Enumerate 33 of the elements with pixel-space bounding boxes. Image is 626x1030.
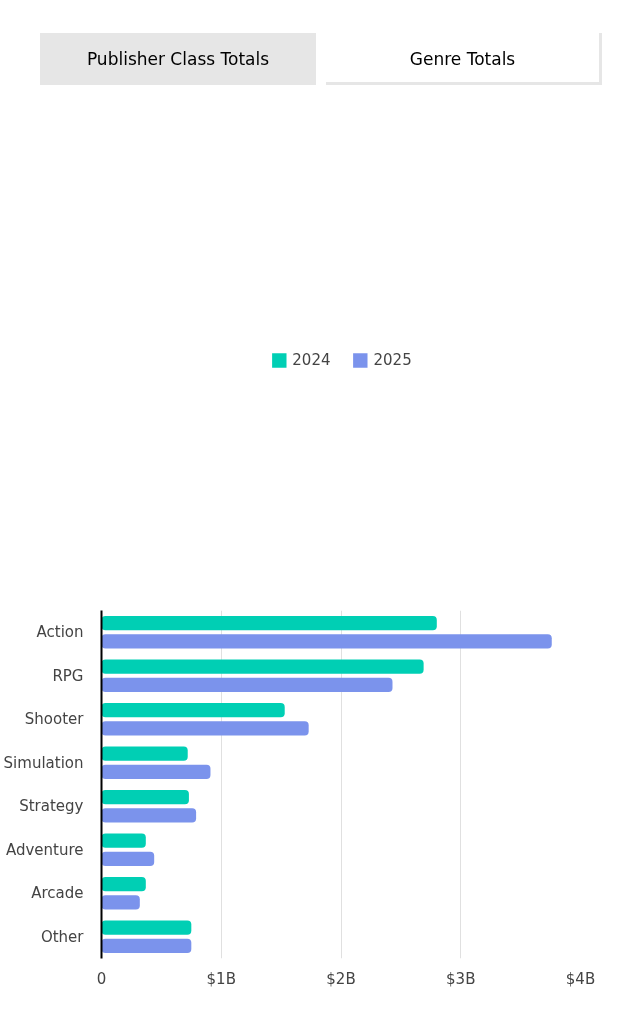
bar — [101, 702, 285, 718]
bar — [101, 615, 437, 631]
y-tick-label: Other — [40, 927, 85, 946]
bar — [101, 721, 309, 736]
bar — [101, 833, 146, 848]
bar — [101, 851, 155, 867]
x-tick-label: $4B — [565, 969, 596, 988]
bar — [101, 659, 424, 674]
bar — [101, 677, 393, 693]
bar — [101, 634, 552, 649]
x-tick-label: 0 — [96, 969, 107, 988]
y-tick-label: Strategy — [19, 797, 84, 816]
y-tick-label: Shooter — [24, 710, 85, 729]
y-tick-label: RPG — [52, 666, 84, 685]
y-tick-label: Simulation — [3, 753, 84, 772]
bar — [101, 895, 140, 910]
text: Publisher Class Totals — [86, 48, 270, 71]
y-tick-label: Arcade — [31, 884, 84, 903]
bar — [101, 938, 192, 954]
x-tick-label: $2B — [326, 969, 356, 988]
bar — [101, 808, 197, 823]
x-tick-label: $3B — [446, 969, 476, 988]
bar — [101, 789, 189, 805]
y-tick-label: Adventure — [5, 840, 84, 859]
bar — [101, 764, 211, 780]
text: Genre Totals — [409, 48, 516, 71]
y-tick-label: Action — [36, 623, 84, 642]
bar — [101, 920, 192, 935]
legend-label: 2025 — [373, 351, 412, 369]
x-tick-label: $1B — [206, 969, 236, 988]
bar — [101, 746, 188, 761]
bar — [101, 876, 146, 892]
legend-label: 2024 — [292, 351, 331, 369]
